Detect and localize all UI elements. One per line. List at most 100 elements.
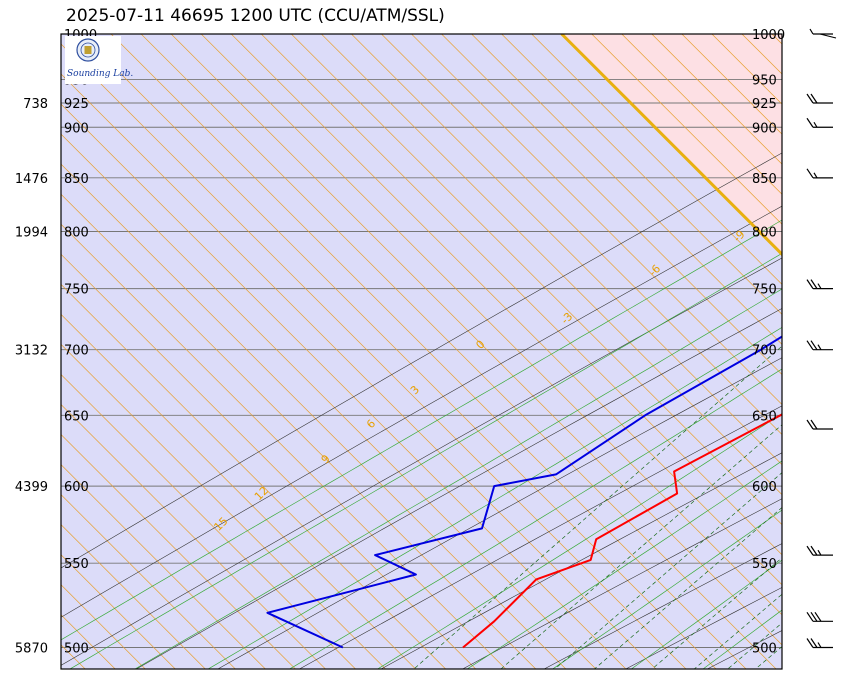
pressure-label-left: 550 <box>64 557 89 572</box>
isotherm-line <box>61 343 386 669</box>
isotherm-line <box>61 524 206 669</box>
height-label: 5870 <box>15 641 48 656</box>
dry-adiabat-line <box>842 34 850 684</box>
mixing-ratio-line <box>554 472 782 669</box>
moist-adiabat-line <box>134 288 782 669</box>
wind-barb-flag <box>806 117 814 128</box>
isotherm-line <box>261 34 782 556</box>
isotherm-line <box>61 163 567 669</box>
pressure-label-left: 800 <box>64 226 89 241</box>
wind-barb-flag <box>810 93 818 104</box>
wind-barb-flag <box>810 612 818 622</box>
warm-region <box>561 34 782 669</box>
moist-adiabat-line <box>376 413 782 669</box>
moist-adiabat-line <box>69 252 782 669</box>
moist-adiabat-line <box>207 326 782 669</box>
mixing-ratio-line <box>593 507 782 669</box>
pressure-label-right: 600 <box>752 480 777 495</box>
isotherm-line <box>61 193 537 669</box>
isotherm-label: 12 <box>814 182 833 201</box>
pressure-label-left: 900 <box>64 121 89 136</box>
isotherm-line <box>531 34 782 285</box>
chart-title: 2025-07-11 46695 1200 UTC (CCU/ATM/SSL) <box>66 6 445 26</box>
dry-adiabat-line <box>135 308 782 669</box>
wind-barb-flag <box>806 279 814 289</box>
pressure-label-right: 500 <box>752 641 777 656</box>
dry-adiabat-line <box>217 357 782 669</box>
height-label: 1994 <box>15 226 48 241</box>
pressure-label-left: 600 <box>64 480 89 495</box>
dry-adiabat-line <box>61 257 782 666</box>
isotherm-line <box>61 313 416 669</box>
wind-barb-flag <box>810 638 818 648</box>
pressure-label-right: 550 <box>752 557 777 572</box>
isotherm-line <box>61 73 657 669</box>
isotherm-line <box>61 223 506 669</box>
wind-barb-flag <box>806 545 814 556</box>
wind-barb-flag <box>813 172 818 179</box>
dry-adiabat-line <box>61 152 782 569</box>
isotherm-line <box>200 34 782 616</box>
isotherm-line <box>771 34 782 45</box>
isotherm-line <box>621 34 782 195</box>
wind-barb-flag <box>817 283 822 289</box>
wind-barb-flag <box>810 545 818 556</box>
isotherm-line <box>61 133 597 669</box>
isotherm-line <box>110 34 747 669</box>
pressure-label-right: 900 <box>752 121 777 136</box>
wind-staff-axis <box>819 33 837 39</box>
isotherm-line <box>802 34 850 669</box>
isotherm-line <box>291 34 782 526</box>
isotherm-line <box>140 34 777 669</box>
moist-adiabat-line <box>61 219 782 641</box>
wind-barb-flag <box>810 279 818 289</box>
pressure-label-right: 950 <box>752 73 777 88</box>
isotherm-line <box>591 34 782 225</box>
wind-barb-flag <box>806 612 814 622</box>
isotherm-line <box>832 34 850 669</box>
isotherm-line <box>61 103 627 669</box>
isotherm-line <box>471 34 782 345</box>
pressure-label-right: 650 <box>752 409 777 424</box>
moist-adiabat-line <box>288 368 782 669</box>
logo-text: Sounding Lab. <box>67 69 133 79</box>
isotherm-line <box>170 34 782 646</box>
moist-adiabat-line <box>552 509 782 669</box>
isotherm-line <box>411 34 782 406</box>
wind-barb-flag <box>806 168 814 179</box>
isotherm-line <box>61 434 296 669</box>
isotherm-line <box>61 373 356 669</box>
plot-frame <box>60 33 783 670</box>
isotherm-line <box>80 34 717 669</box>
pressure-label-right: 925 <box>752 97 777 112</box>
pressure-label-left: 700 <box>64 344 89 359</box>
isotherm-line <box>381 34 782 436</box>
wind-barb-flag <box>817 344 822 350</box>
dry-adiabat-line <box>298 405 782 669</box>
isotherm-line <box>61 253 476 669</box>
wind-barb-flag <box>806 93 814 104</box>
dewpoint-profile-line <box>266 335 782 649</box>
wind-barb-flag <box>810 419 818 430</box>
height-label: 738 <box>23 97 48 112</box>
wind-barb-flag <box>806 340 814 351</box>
isotherm-line <box>61 404 326 669</box>
logo: Sounding Lab. <box>65 36 133 84</box>
pressure-label-right: 850 <box>752 172 777 187</box>
zero-isotherm-line <box>560 34 782 257</box>
isotherm-line <box>321 34 782 496</box>
isotherm-line <box>61 494 236 669</box>
pressure-label-left: 850 <box>64 172 89 187</box>
wind-barb-flag <box>814 612 822 622</box>
pressure-label-right: 1000 <box>752 28 785 43</box>
wind-barb-flag <box>817 549 822 556</box>
wind-barb-flag <box>813 121 818 128</box>
pressure-label-right: 700 <box>752 344 777 359</box>
isotherm-line <box>61 283 446 669</box>
isotherm-line <box>351 34 782 466</box>
dry-adiabat-line <box>380 452 782 669</box>
moist-adiabat-line <box>466 460 782 669</box>
pressure-label-left: 750 <box>64 283 89 298</box>
isotherm-line <box>230 34 782 586</box>
